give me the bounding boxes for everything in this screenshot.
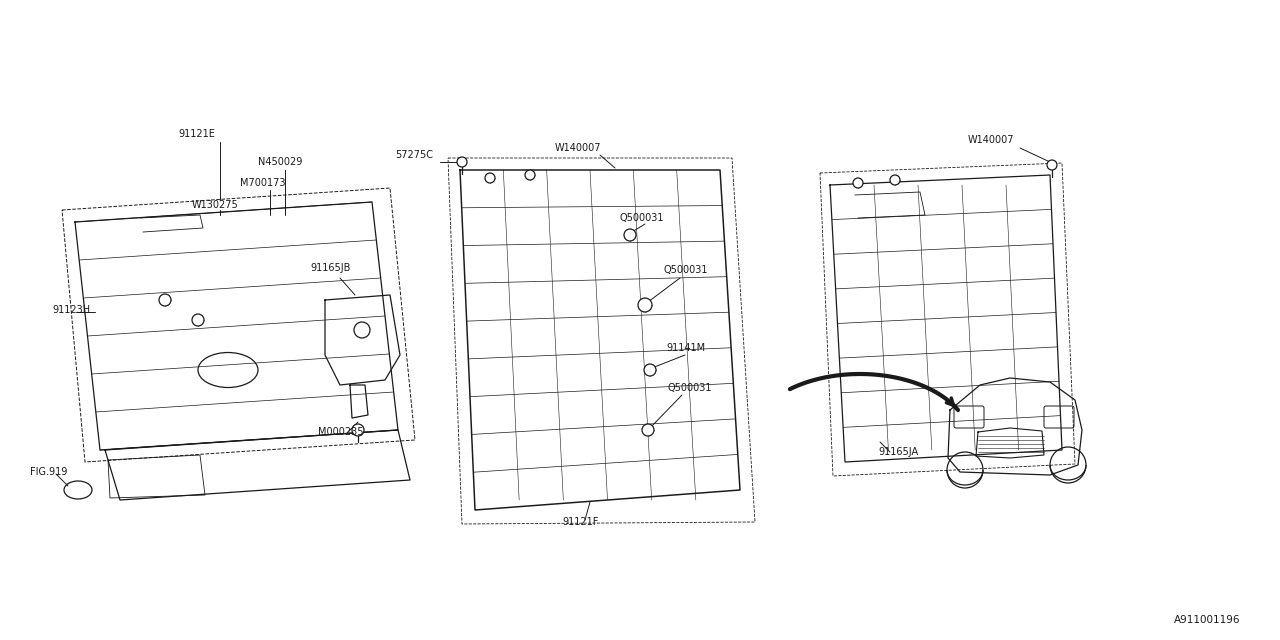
Circle shape — [525, 170, 535, 180]
Text: 57275C: 57275C — [396, 150, 433, 160]
Text: 91165JA: 91165JA — [878, 447, 918, 457]
Circle shape — [947, 452, 983, 488]
Circle shape — [637, 298, 652, 312]
Text: W130275: W130275 — [192, 200, 239, 210]
Circle shape — [644, 364, 657, 376]
Circle shape — [1047, 160, 1057, 170]
Text: 91141M: 91141M — [666, 343, 705, 353]
Text: FIG.919: FIG.919 — [29, 467, 68, 477]
Text: Q500031: Q500031 — [668, 383, 713, 393]
Ellipse shape — [64, 481, 92, 499]
Circle shape — [890, 175, 900, 185]
Text: A911001196: A911001196 — [1174, 615, 1240, 625]
Text: 91121E: 91121E — [178, 129, 215, 139]
Text: Q500031: Q500031 — [663, 265, 708, 275]
Circle shape — [625, 229, 636, 241]
Text: N450029: N450029 — [259, 157, 302, 167]
Circle shape — [159, 294, 172, 306]
Circle shape — [852, 178, 863, 188]
Text: 91165JB: 91165JB — [310, 263, 351, 273]
Text: W140007: W140007 — [556, 143, 602, 153]
Circle shape — [643, 424, 654, 436]
Circle shape — [457, 157, 467, 167]
Text: W140007: W140007 — [968, 135, 1015, 145]
Text: Q500031: Q500031 — [620, 213, 664, 223]
Circle shape — [192, 314, 204, 326]
FancyBboxPatch shape — [1044, 406, 1074, 428]
Text: M700173: M700173 — [241, 178, 285, 188]
Ellipse shape — [198, 353, 259, 387]
Circle shape — [355, 322, 370, 338]
Text: 91121F: 91121F — [562, 517, 598, 527]
Circle shape — [1050, 447, 1085, 483]
Text: M000235: M000235 — [317, 427, 364, 437]
Text: 91123H: 91123H — [52, 305, 90, 315]
Circle shape — [485, 173, 495, 183]
FancyBboxPatch shape — [954, 406, 984, 428]
Circle shape — [352, 424, 364, 436]
